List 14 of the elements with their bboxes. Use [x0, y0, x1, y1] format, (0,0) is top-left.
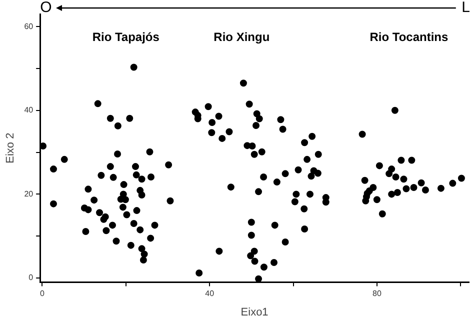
annotation: L [462, 0, 470, 16]
annotation: Rio Xingu [214, 30, 270, 44]
annotation: Rio Tocantins [370, 30, 448, 44]
x-tick-label: 80 [372, 289, 382, 298]
x-tick-label: 0 [40, 289, 45, 298]
annotation: Rio Tapajós [92, 30, 160, 44]
y-tick-label: 60 [24, 22, 34, 31]
x-tick-label: 40 [205, 289, 215, 298]
y-axis-title: Eixo 2 [4, 132, 17, 164]
y-tick-label: 40 [24, 106, 34, 115]
x-axis-title: Eixo1 [240, 306, 268, 318]
annotation: O [40, 0, 52, 16]
y-tick-label: 0 [28, 273, 34, 282]
y-tick-label: 20 [24, 189, 34, 198]
